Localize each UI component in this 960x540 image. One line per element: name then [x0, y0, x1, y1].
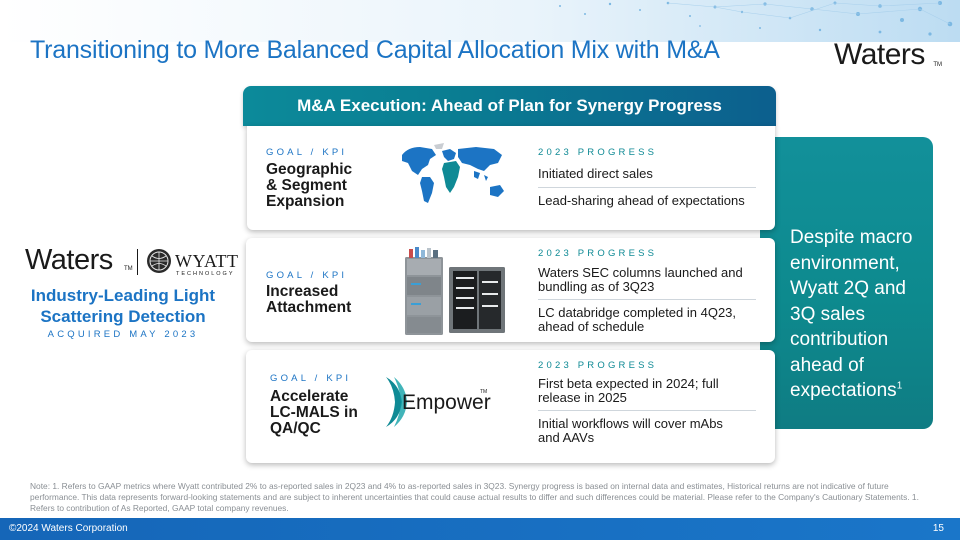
kpi-title: Geographic & Segment Expansion	[266, 162, 352, 210]
progress-item: Lead-sharing ahead of expectations	[538, 193, 745, 208]
divider	[538, 410, 756, 411]
goal-kpi-label: GOAL / KPI	[266, 270, 348, 281]
wyatt-headline-line: Scattering Detection	[40, 307, 206, 326]
goal-kpi-label: GOAL / KPI	[270, 373, 352, 384]
kpi-title-line: & Segment	[266, 177, 347, 194]
wyatt-results-text: Despite macro environment, Wyatt 2Q and …	[790, 225, 925, 404]
world-map-icon	[398, 141, 510, 211]
kpi-title-line: Geographic	[266, 161, 353, 178]
kpi-title-line: Accelerate	[270, 388, 349, 405]
footnote-marker: 1	[896, 380, 903, 392]
logo-divider	[137, 249, 138, 275]
kpi-title-line: Increased	[266, 283, 339, 300]
header-decoration	[0, 0, 960, 42]
page-number: 15	[932, 523, 944, 534]
page-title: Transitioning to More Balanced Capital A…	[30, 36, 720, 64]
footer-bar: ©2024 Waters Corporation 15	[0, 518, 960, 540]
progress-label: 2023 PROGRESS	[538, 147, 658, 158]
kpi-title-line: QA/QC	[270, 420, 321, 437]
copyright: ©2024 Waters Corporation	[9, 523, 128, 534]
ma-execution-banner: M&A Execution: Ahead of Plan for Synergy…	[243, 86, 776, 126]
kpi-title: Accelerate LC-MALS in QA/QC	[270, 389, 358, 437]
kpi-title: Increased Attachment	[266, 284, 351, 316]
lc-instrument-image	[403, 247, 510, 337]
progress-item: LC databridge completed in 4Q23, ahead o…	[538, 305, 737, 334]
kpi-card-attachment	[246, 238, 775, 342]
goal-kpi-label: GOAL / KPI	[266, 147, 348, 158]
dot-pattern-graphic	[0, 0, 960, 42]
wyatt-wordmark: WYATT	[175, 251, 239, 271]
empower-logo: Empower TM	[384, 373, 496, 431]
wyatt-results-body: Despite macro environment, Wyatt 2Q and …	[790, 227, 913, 401]
acquired-date: ACQUIRED MAY 2023	[47, 329, 199, 340]
kpi-title-line: Expansion	[266, 193, 345, 210]
wyatt-globe-icon	[147, 249, 171, 273]
waters-logo-small: Waters	[25, 244, 113, 276]
wyatt-headline-line: Industry-Leading Light	[30, 286, 216, 305]
kpi-title-line: LC-MALS in	[270, 404, 358, 421]
kpi-card-lc-mals	[246, 350, 775, 463]
progress-item: Waters SEC columns launched and bundling…	[538, 265, 743, 294]
progress-label: 2023 PROGRESS	[538, 360, 658, 371]
waters-logo-wordmark: Waters	[834, 38, 925, 71]
wyatt-subtext: TECHNOLOGY	[176, 271, 235, 277]
waters-logo-tm: TM	[933, 62, 942, 68]
divider	[538, 299, 756, 300]
kpi-card-geographic	[247, 126, 775, 230]
banner-title: M&A Execution: Ahead of Plan for Synergy…	[297, 96, 722, 115]
progress-label: 2023 PROGRESS	[538, 248, 658, 259]
footnote-text: Note: 1. Refers to GAAP metrics where Wy…	[30, 481, 919, 513]
kpi-title-line: Attachment	[266, 299, 352, 316]
progress-item: Initiated direct sales	[538, 166, 653, 181]
waters-logo: Waters TM	[834, 38, 944, 74]
empower-wordmark: Empower	[402, 391, 491, 414]
waters-wyatt-logos: Waters TM WYATT TECHNOLOGY	[25, 244, 238, 280]
progress-item: First beta expected in 2024; full releas…	[538, 376, 719, 405]
empower-tm: TM	[480, 389, 488, 395]
wyatt-headline: Industry-Leading Light Scattering Detect…	[18, 285, 228, 327]
wyatt-results-panel: Despite macro environment, Wyatt 2Q and …	[760, 137, 933, 429]
progress-item: Initial workflows will cover mAbs and AA…	[538, 416, 723, 445]
waters-logo-small-tm: TM	[124, 266, 133, 272]
divider	[538, 187, 756, 188]
